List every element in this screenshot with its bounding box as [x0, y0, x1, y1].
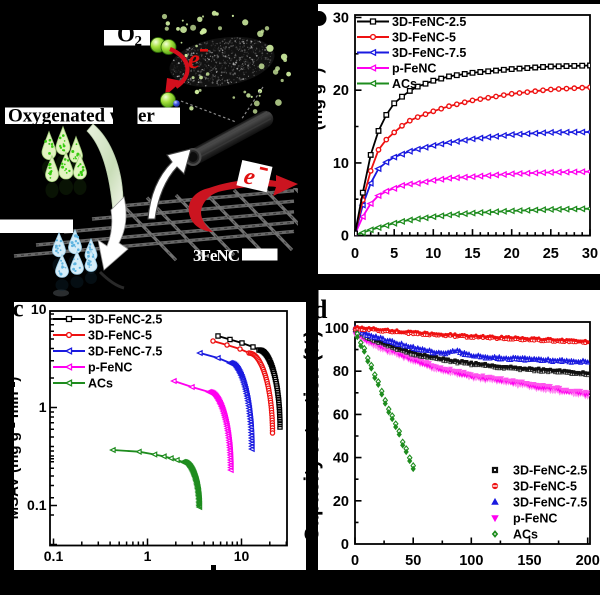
svg-text:40: 40 — [333, 451, 349, 467]
svg-text:3D-FeNC-7.5: 3D-FeNC-7.5 — [392, 46, 466, 60]
svg-text:5: 5 — [390, 246, 398, 262]
svg-text:80: 80 — [333, 364, 349, 380]
svg-text:p-FeNC: p-FeNC — [392, 62, 436, 76]
svg-text:0.1: 0.1 — [27, 497, 47, 513]
svg-text:100: 100 — [325, 321, 349, 337]
svg-text:3D-FeNC-5: 3D-FeNC-5 — [88, 329, 152, 343]
svg-text:1: 1 — [144, 548, 152, 564]
svg-text:50: 50 — [405, 553, 421, 569]
svg-text:20: 20 — [504, 246, 520, 262]
svg-text:c: c — [13, 296, 24, 323]
svg-text:3D-FeNC-7.5: 3D-FeNC-7.5 — [88, 345, 162, 359]
svg-text:ACs: ACs — [513, 528, 538, 542]
svg-text:30: 30 — [333, 11, 349, 27]
svg-text:p-FeNC: p-FeNC — [88, 361, 132, 375]
svg-text:er: er — [138, 106, 155, 127]
svg-text:e: e — [188, 44, 200, 74]
svg-text:20: 20 — [333, 494, 349, 510]
svg-text:ACs: ACs — [392, 77, 417, 91]
svg-text:0: 0 — [351, 553, 359, 569]
svg-text:200: 200 — [576, 553, 600, 569]
svg-text:3FeNC: 3FeNC — [193, 246, 239, 265]
svg-text:3D-FeNC-2.5: 3D-FeNC-2.5 — [513, 464, 587, 478]
svg-text:3D-FeNC-7.5: 3D-FeNC-7.5 — [513, 496, 587, 510]
svg-text:20: 20 — [333, 83, 349, 99]
svg-text:25: 25 — [543, 246, 559, 262]
svg-text:100: 100 — [459, 553, 483, 569]
svg-text:1: 1 — [39, 399, 47, 415]
svg-text:3D-FeNC-2.5: 3D-FeNC-2.5 — [392, 15, 466, 29]
svg-text:15: 15 — [464, 246, 480, 262]
svg-text:150: 150 — [517, 553, 541, 569]
svg-text:0: 0 — [341, 537, 349, 553]
svg-text:10: 10 — [333, 156, 349, 172]
svg-text:3D-FeNC-2.5: 3D-FeNC-2.5 — [88, 313, 162, 327]
svg-text:10: 10 — [425, 246, 441, 262]
svg-text:3D-FeNC-5: 3D-FeNC-5 — [513, 480, 577, 494]
svg-text:2: 2 — [135, 34, 143, 50]
svg-text:10: 10 — [234, 548, 250, 564]
svg-text:p-FeNC: p-FeNC — [513, 512, 557, 526]
svg-text:60: 60 — [333, 407, 349, 423]
svg-text:0.1: 0.1 — [44, 548, 64, 564]
svg-text:ACs: ACs — [88, 377, 113, 391]
svg-text:0: 0 — [341, 229, 349, 245]
svg-text:10: 10 — [31, 301, 47, 317]
svg-text:30: 30 — [582, 246, 598, 262]
svg-text:0: 0 — [351, 246, 359, 262]
svg-text:Oxygenated w: Oxygenated w — [8, 106, 124, 127]
svg-text:3D-FeNC-5: 3D-FeNC-5 — [392, 31, 456, 45]
